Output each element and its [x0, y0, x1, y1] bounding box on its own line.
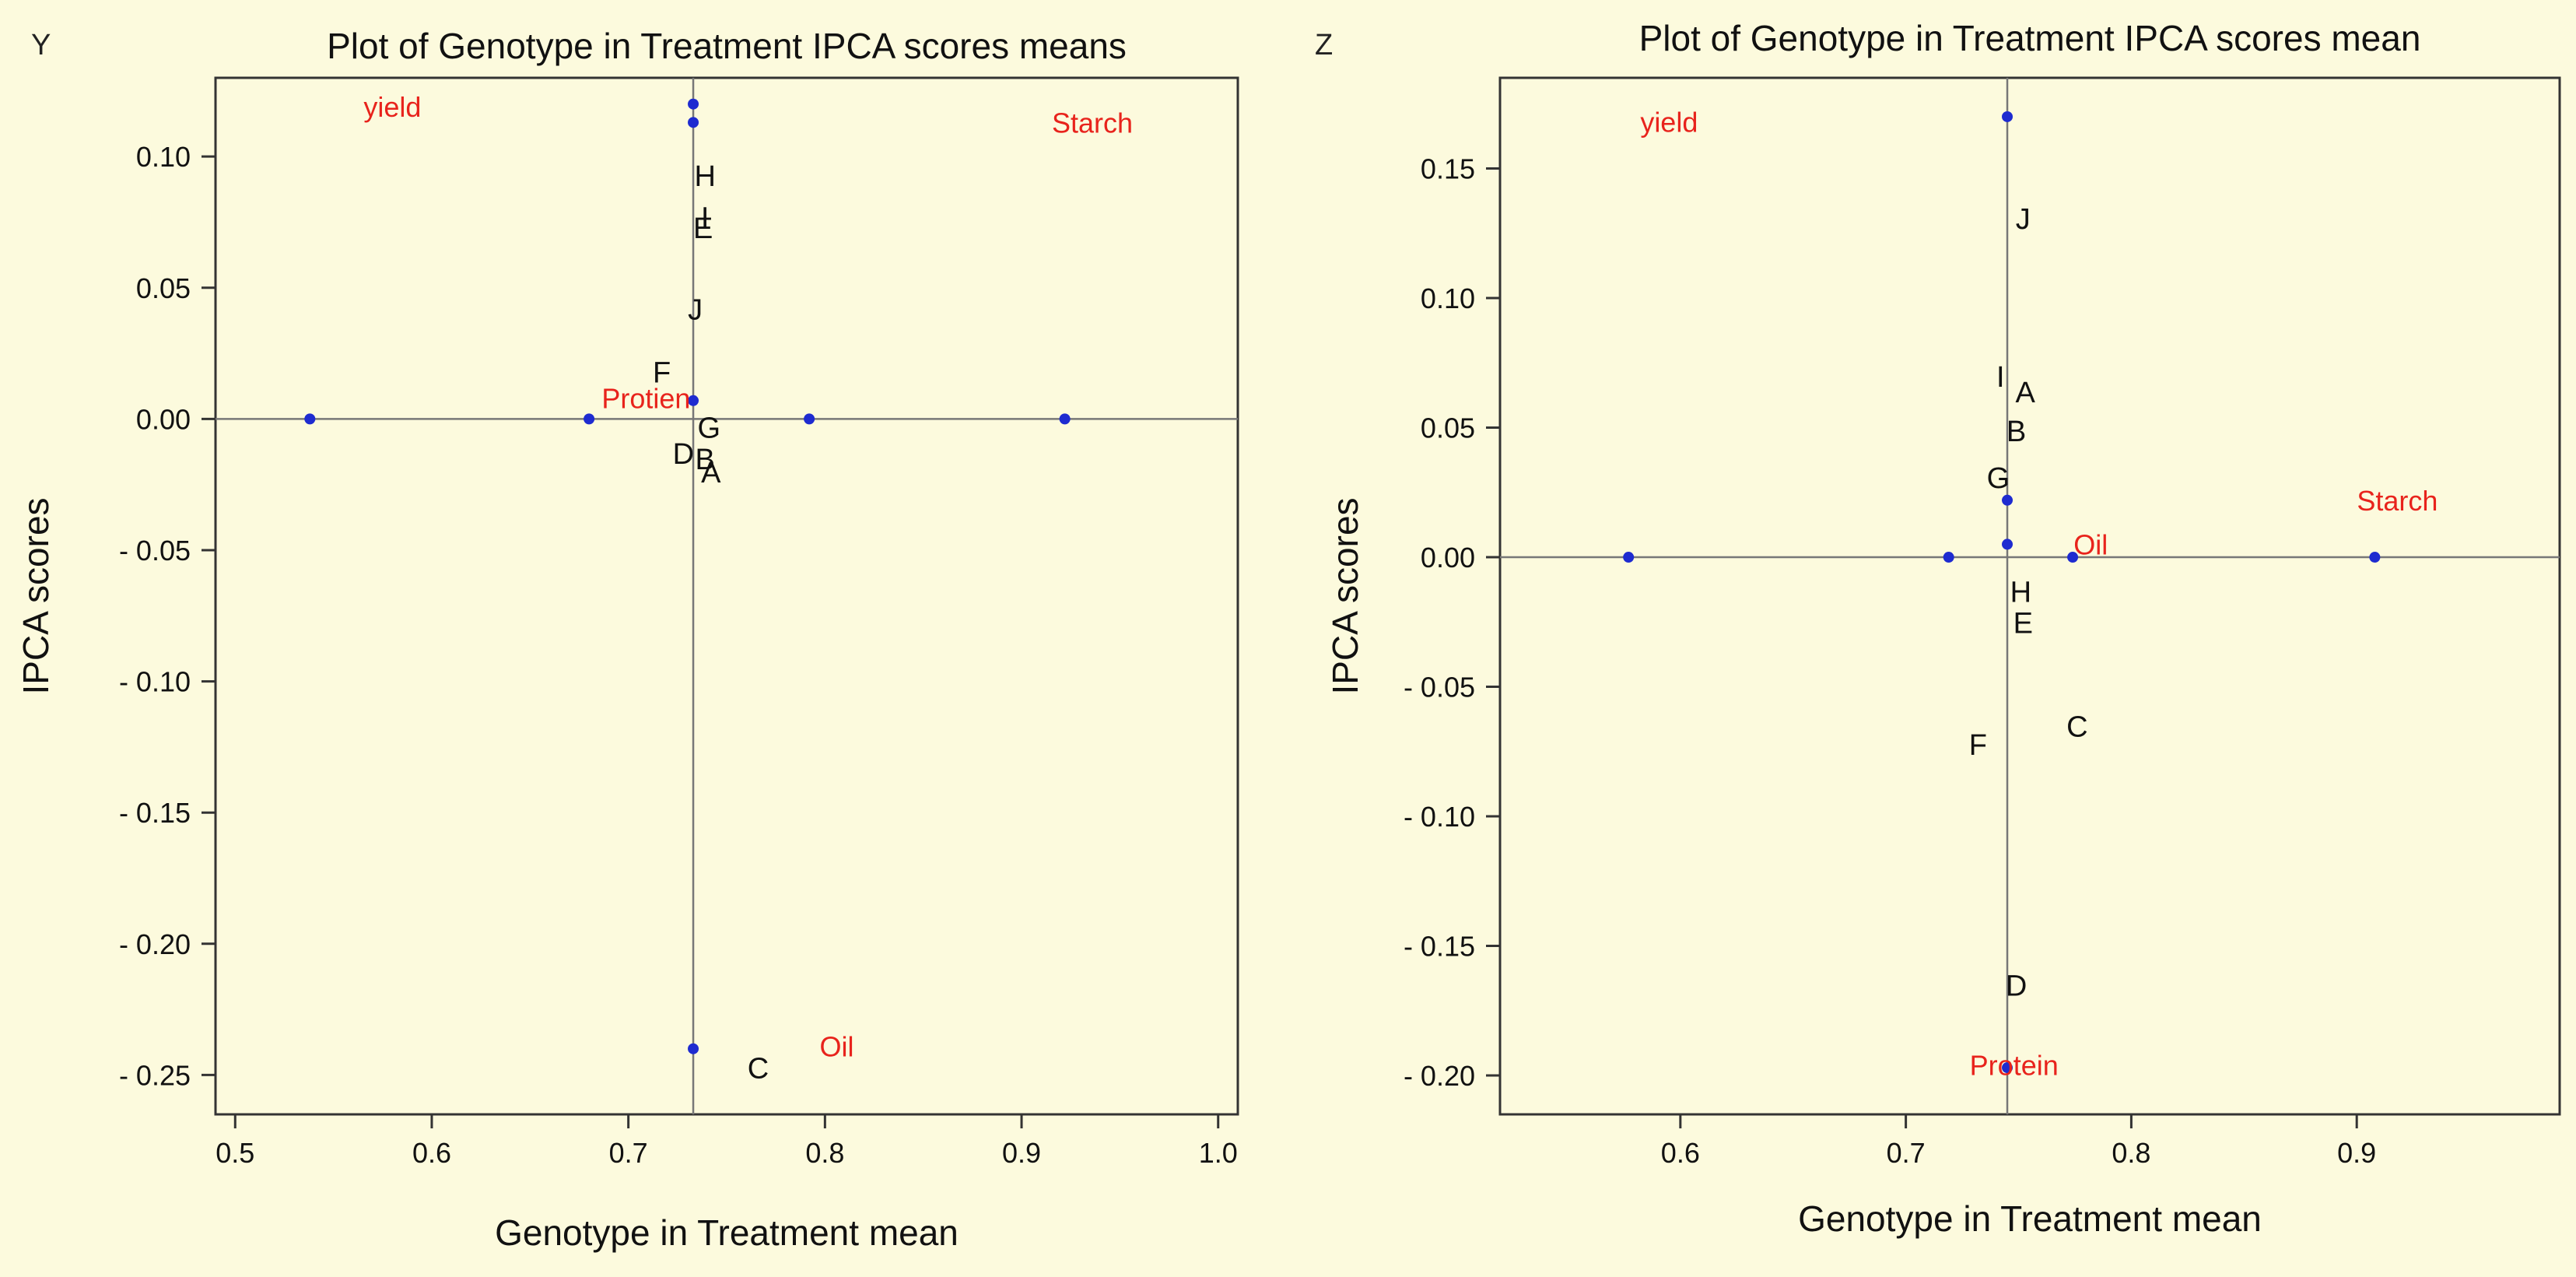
panel-letter: Z — [1315, 29, 1333, 61]
trait-label: Starch — [1052, 107, 1133, 139]
x-tick-label: 0.9 — [1002, 1137, 1041, 1169]
trait-label: Oil — [820, 1030, 854, 1062]
chart-panel-z: Z Plot of Genotype in Treatment IPCA scor… — [1315, 18, 2561, 1239]
genotype-label: H — [694, 160, 715, 193]
genotype-label: G — [697, 412, 720, 444]
plot-frame — [1498, 76, 2561, 1116]
x-tick-label: 0.8 — [805, 1137, 844, 1169]
y-tick-label: - 0.20 — [1404, 1060, 1475, 1092]
environment-point — [688, 395, 699, 406]
trait-label: Protien — [601, 382, 690, 414]
genotype-label: A — [701, 457, 721, 489]
genotype-label: I — [701, 202, 710, 235]
genotype-label: C — [2066, 711, 2087, 744]
environment-point — [2002, 111, 2013, 122]
genotype-label: J — [2016, 203, 2031, 236]
x-axis-label: Genotype in Treatment mean — [1798, 1198, 2262, 1239]
x-axis-label: Genotype in Treatment mean — [495, 1212, 959, 1253]
y-tick-label: - 0.15 — [119, 797, 191, 829]
chart-panel-y: Y Plot of Genotype in Treatment IPCA scor… — [16, 26, 1239, 1253]
environment-point — [2067, 552, 2079, 563]
y-tick-label: 0.00 — [136, 403, 191, 435]
y-tick-label: - 0.15 — [1404, 931, 1475, 963]
genotype-label: B — [696, 444, 715, 476]
y-tick-label: - 0.10 — [119, 666, 191, 698]
environment-point — [1943, 552, 1954, 563]
plot-frame — [214, 76, 1239, 1116]
trait-label: yield — [1640, 107, 1698, 139]
y-tick-label: 0.05 — [136, 272, 191, 304]
chart-title: Plot of Genotype in Treatment IPCA score… — [327, 26, 1127, 66]
y-tick-label: - 0.05 — [1404, 672, 1475, 703]
environment-point — [804, 413, 815, 425]
genotype-label: H — [2010, 576, 2031, 609]
trait-label: Oil — [2073, 528, 2108, 560]
y-tick-label: - 0.05 — [119, 535, 191, 567]
environment-point — [1059, 413, 1071, 425]
y-axis-label: IPCA scores — [16, 497, 56, 694]
genotype-label: D — [2006, 970, 2027, 1003]
y-tick-label: 0.00 — [1421, 542, 1475, 574]
x-tick-label: 0.6 — [412, 1137, 451, 1169]
environment-point — [2002, 539, 2013, 550]
genotype-label: D — [673, 438, 694, 471]
environment-point — [2369, 552, 2381, 563]
genotype-label: J — [688, 294, 703, 327]
environment-point — [688, 117, 699, 128]
y-axis-label: IPCA scores — [1325, 497, 1365, 694]
genotype-label: G — [1987, 462, 2010, 495]
y-tick-label: - 0.20 — [119, 928, 191, 960]
trait-label: Starch — [2357, 485, 2438, 517]
environment-point — [688, 1043, 699, 1054]
genotype-label: I — [1996, 361, 2005, 394]
x-tick-label: 1.0 — [1199, 1137, 1238, 1169]
environment-point — [1623, 552, 1635, 563]
genotype-label: A — [2016, 377, 2036, 409]
environment-point — [304, 413, 316, 425]
genotype-label: C — [748, 1052, 769, 1085]
x-tick-label: 0.7 — [609, 1137, 648, 1169]
x-tick-label: 0.9 — [2337, 1137, 2376, 1169]
environment-point — [584, 413, 595, 425]
y-tick-label: 0.05 — [1421, 412, 1475, 444]
environment-point — [2002, 494, 2013, 506]
chart-title: Plot of Genotype in Treatment IPCA score… — [1639, 18, 2421, 58]
y-tick-label: 0.10 — [136, 141, 191, 173]
x-tick-label: 0.5 — [216, 1137, 254, 1169]
trait-label: Protein — [1970, 1050, 2059, 1082]
genotype-label: E — [693, 212, 713, 245]
y-tick-label: 0.10 — [1421, 282, 1475, 314]
y-tick-label: - 0.25 — [119, 1059, 191, 1091]
environment-point — [688, 98, 699, 110]
genotype-label: E — [2013, 607, 2033, 640]
x-tick-label: 0.6 — [1661, 1137, 1700, 1169]
trait-label: yield — [363, 91, 421, 123]
genotype-label: F — [653, 357, 671, 390]
y-tick-label: 0.15 — [1421, 153, 1475, 185]
panel-letter: Y — [31, 29, 51, 61]
genotype-label: B — [2006, 416, 2026, 448]
x-tick-label: 0.7 — [1887, 1137, 1926, 1169]
environment-point — [2002, 1062, 2013, 1074]
x-tick-label: 0.8 — [2112, 1137, 2150, 1169]
y-tick-label: - 0.10 — [1404, 801, 1475, 833]
genotype-label: F — [1969, 729, 1987, 762]
